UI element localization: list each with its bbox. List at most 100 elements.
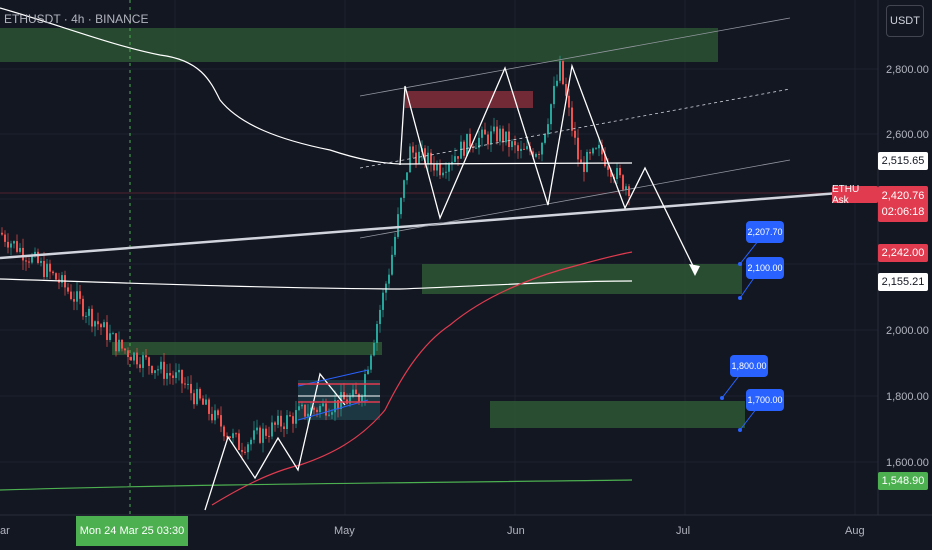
candle-body [388, 274, 390, 284]
candle-body [259, 427, 261, 443]
candle-body [562, 60, 564, 85]
candle-body [298, 406, 300, 411]
candle-body [52, 271, 54, 274]
callout-2100[interactable]: 2,100.00 [746, 257, 784, 279]
candle-body [295, 410, 297, 424]
candle-body [118, 339, 120, 352]
zigzag-pattern [399, 63, 696, 271]
candle-body [505, 131, 507, 143]
candle-body [25, 260, 27, 262]
candle-body [313, 407, 315, 410]
candle-body [235, 433, 237, 435]
candle-body [391, 254, 393, 275]
candle-body [361, 396, 363, 402]
candle-body [430, 152, 432, 165]
candle-body [37, 251, 39, 263]
candle-body [484, 129, 486, 135]
candle-body [148, 357, 150, 366]
candle-body [373, 342, 375, 356]
currency-button[interactable]: USDT [886, 5, 924, 37]
x-tick-may: May [334, 525, 355, 537]
candle-body [490, 131, 492, 145]
candle-body [76, 291, 78, 302]
candle-body [100, 324, 102, 328]
candle-body [451, 161, 453, 165]
candle-body [7, 241, 9, 248]
candle-body [577, 137, 579, 160]
candle-body [460, 141, 462, 159]
candle-body [1, 232, 3, 235]
y-tick-2600: 2,600.00 [886, 129, 929, 141]
candle-body [553, 85, 555, 105]
y-tick-1600: 1,600.00 [886, 457, 929, 469]
candle-body [73, 299, 75, 302]
candle-body [610, 169, 612, 177]
candle-body [601, 144, 603, 155]
supply-zone-top [0, 28, 718, 62]
candle-body [319, 406, 321, 412]
candle-body [574, 130, 576, 138]
candle-body [124, 348, 126, 351]
candle-body [82, 298, 84, 317]
candle-body [307, 413, 309, 417]
candle-body [241, 449, 243, 452]
candle-body [28, 261, 30, 263]
candle-body [556, 80, 558, 86]
candle-body [229, 436, 231, 439]
candle-body [112, 333, 114, 335]
candle-body [406, 172, 408, 181]
candle-body [325, 403, 327, 416]
channel-top [359, 17, 791, 97]
callout-1800[interactable]: 1,800.00 [730, 355, 768, 377]
candle-body [172, 375, 174, 378]
demand-zone-low [490, 401, 745, 428]
candle-body [349, 396, 351, 404]
candle-body [628, 186, 630, 197]
candle-body [526, 146, 528, 150]
candle-body [328, 414, 330, 416]
candle-body [181, 369, 183, 384]
symbol-title[interactable]: ETHUSDT · 4h · BINANCE [4, 12, 149, 26]
candle-body [265, 428, 267, 436]
candle-body [250, 439, 252, 445]
candle-body [301, 404, 303, 407]
candle-body [214, 410, 216, 421]
candle-body [19, 247, 21, 252]
candle-body [376, 323, 378, 343]
candle-body [394, 236, 396, 255]
candle-body [244, 451, 246, 453]
candle-body [457, 156, 459, 159]
candle-body [49, 263, 51, 272]
candle-body [607, 166, 609, 170]
candle-body [199, 389, 201, 399]
candle-body [163, 361, 165, 379]
candle-body [622, 175, 624, 190]
y-axis-ticks: 2,800.00 2,600.00 2,000.00 1,800.00 1,60… [886, 64, 929, 469]
candle-body [130, 357, 132, 361]
candle-body [412, 146, 414, 153]
candle-body [367, 369, 369, 375]
candle-body [586, 152, 588, 172]
candle-body [499, 128, 501, 142]
candle-body [133, 352, 135, 361]
candle-body [106, 322, 108, 340]
candle-body [538, 153, 540, 155]
candle-body [535, 153, 537, 157]
callout-1700[interactable]: 1,700.00 [746, 389, 784, 411]
candle-body [322, 403, 324, 407]
candle-body [316, 409, 318, 412]
candle-body [487, 134, 489, 145]
ask-price: 2,420.76 [881, 190, 925, 202]
candle-body [151, 365, 153, 374]
candle-body [544, 134, 546, 143]
callout-2207[interactable]: 2,207.70 [746, 221, 784, 243]
candle-body [160, 361, 162, 370]
price-tag-white-ma-long: 2,155.21 [878, 273, 928, 291]
candle-body [502, 128, 504, 143]
candle-body [4, 234, 6, 242]
candle-body [115, 333, 117, 352]
candle-body [463, 141, 465, 156]
candle-body [136, 352, 138, 365]
crosshair-time-label: Mon 24 Mar 25 03:30 [76, 516, 188, 546]
